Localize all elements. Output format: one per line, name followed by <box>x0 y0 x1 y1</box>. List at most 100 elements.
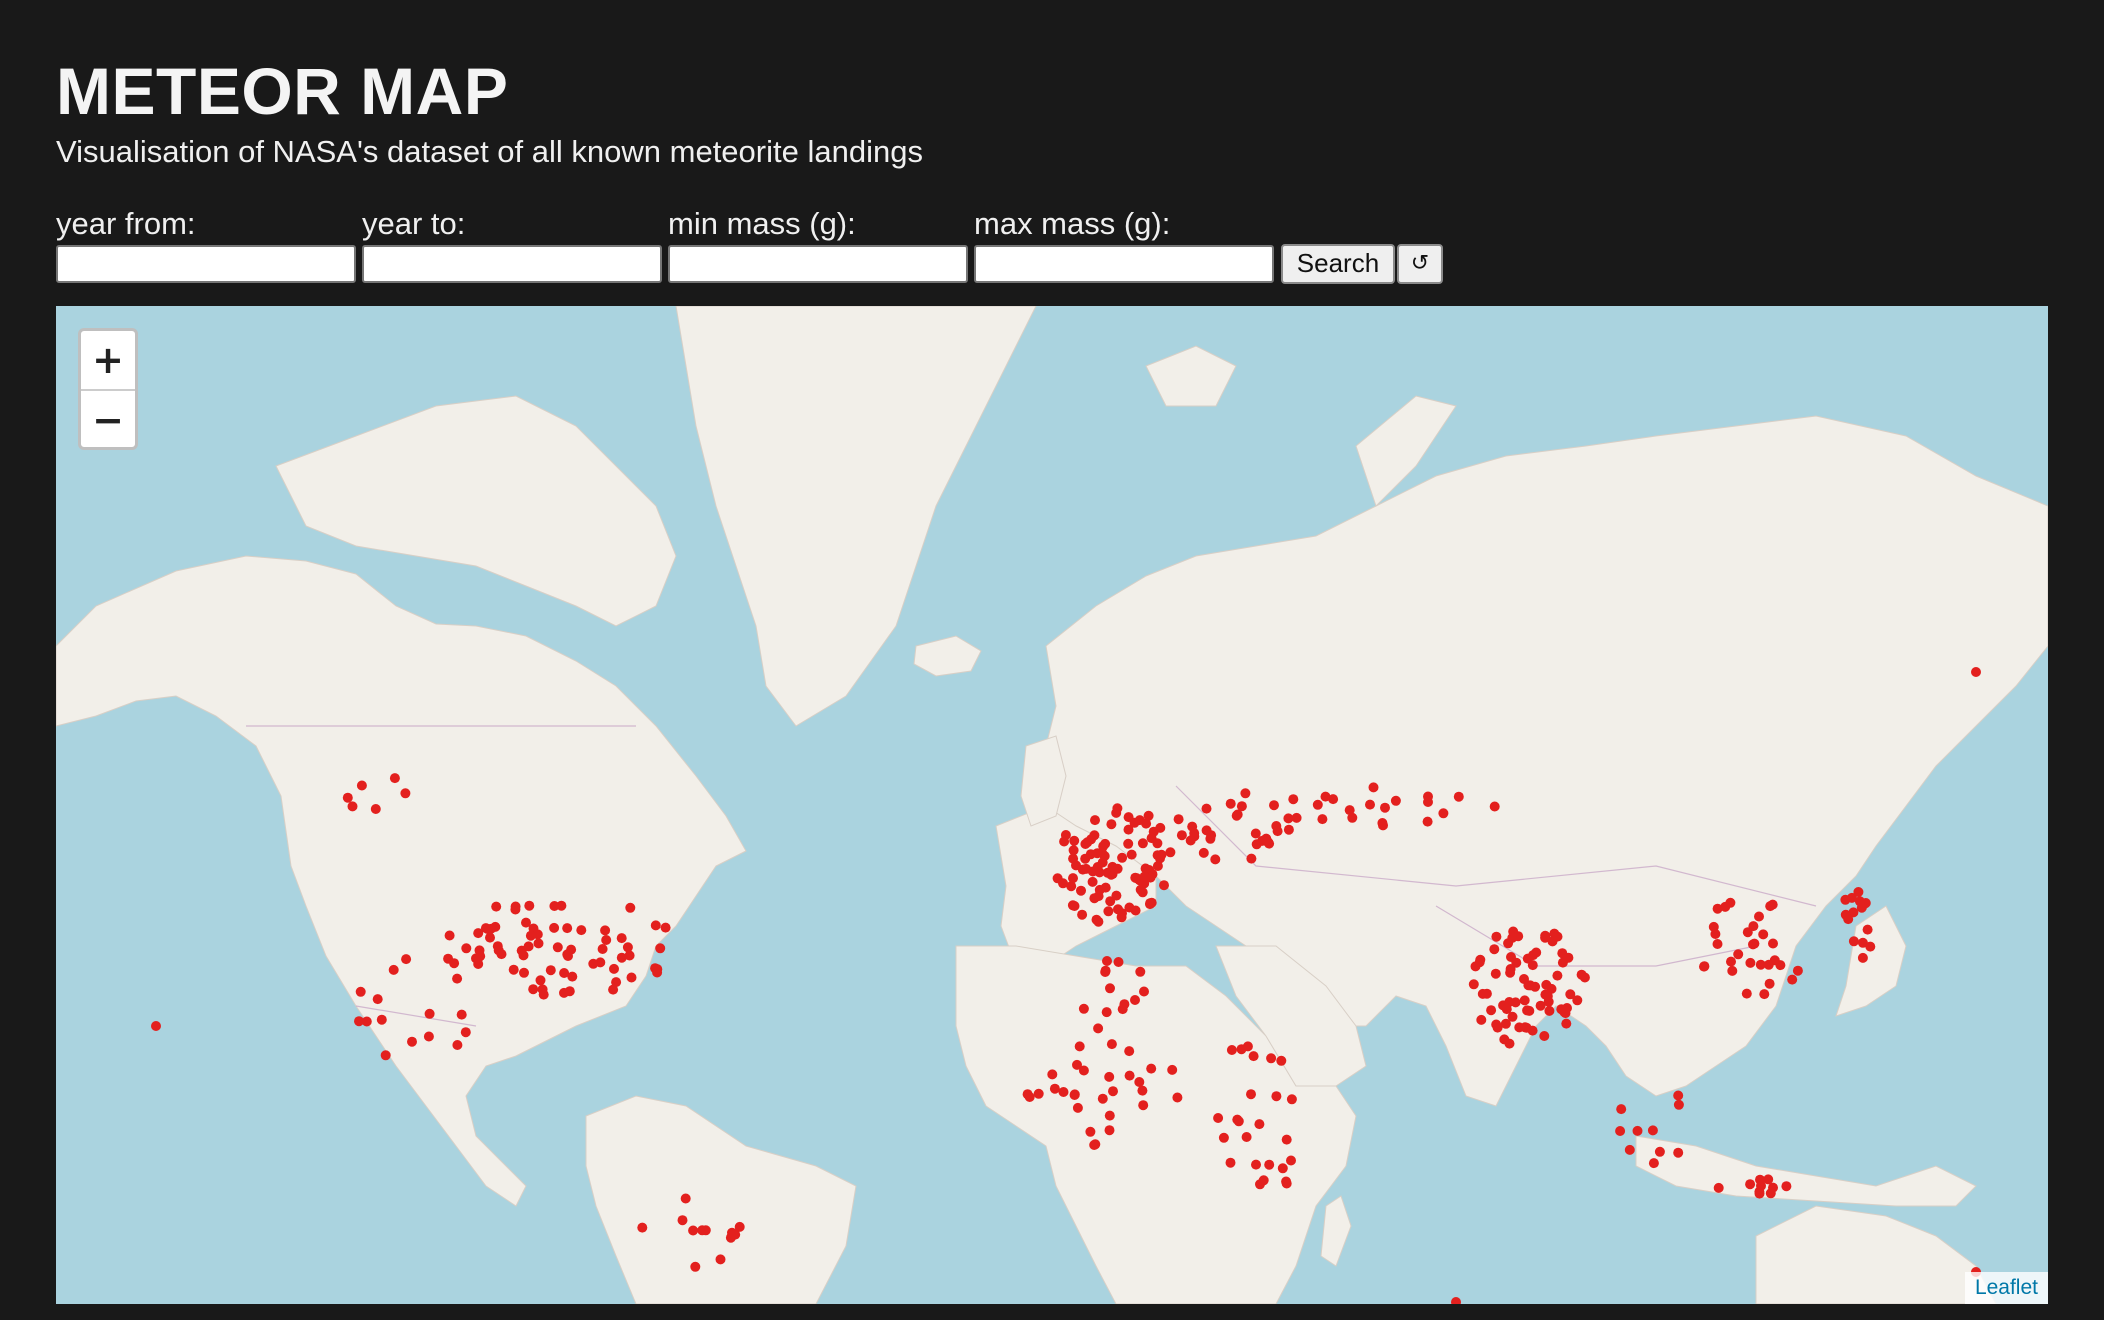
meteorite-marker[interactable] <box>1130 872 1141 883</box>
meteorite-marker[interactable] <box>1155 822 1166 833</box>
meteorite-marker[interactable] <box>1491 931 1502 942</box>
meteorite-marker[interactable] <box>1745 1179 1756 1190</box>
meteorite-marker[interactable] <box>1763 1174 1774 1185</box>
meteorite-marker[interactable] <box>1781 1181 1792 1192</box>
meteorite-marker[interactable] <box>1225 1157 1236 1168</box>
meteorite-marker[interactable] <box>1213 1113 1224 1123</box>
meteorite-marker[interactable] <box>1514 1022 1525 1033</box>
meteorite-marker[interactable] <box>1503 938 1514 949</box>
meteorite-marker[interactable] <box>1165 847 1176 858</box>
max-mass-input[interactable] <box>974 245 1274 283</box>
meteorite-marker[interactable] <box>1754 1188 1765 1199</box>
meteorite-marker[interactable] <box>1654 1146 1665 1157</box>
meteorite-marker[interactable] <box>1248 1051 1259 1062</box>
meteorite-marker[interactable] <box>1167 1064 1178 1075</box>
meteorite-marker[interactable] <box>624 950 635 961</box>
meteorite-marker[interactable] <box>460 1027 471 1038</box>
meteorite-marker[interactable] <box>576 925 587 936</box>
meteorite-marker[interactable] <box>1198 847 1209 858</box>
meteorite-marker[interactable] <box>1519 995 1530 1006</box>
meteorite-marker[interactable] <box>1100 967 1111 977</box>
meteorite-marker[interactable] <box>1712 903 1723 914</box>
meteorite-marker[interactable] <box>559 968 570 978</box>
meteorite-marker[interactable] <box>1616 1104 1627 1115</box>
meteorite-marker[interactable] <box>1759 989 1770 1000</box>
min-mass-input[interactable] <box>668 245 968 283</box>
meteorite-marker[interactable] <box>525 930 536 941</box>
meteorite-marker[interactable] <box>1112 863 1123 874</box>
meteorite-marker[interactable] <box>1145 898 1156 909</box>
meteorite-marker[interactable] <box>1101 1007 1112 1018</box>
meteorite-marker[interactable] <box>1277 1163 1288 1174</box>
world-map[interactable]: + − Leaflet <box>56 306 2048 1304</box>
meteorite-marker[interactable] <box>1264 1159 1275 1170</box>
meteorite-marker[interactable] <box>1489 801 1500 812</box>
meteorite-marker[interactable] <box>1491 1019 1502 1030</box>
meteorite-marker[interactable] <box>1764 978 1775 989</box>
meteorite-marker[interactable] <box>1673 1147 1684 1158</box>
meteorite-marker[interactable] <box>1218 1132 1229 1143</box>
search-button[interactable]: Search <box>1281 244 1395 284</box>
meteorite-marker[interactable] <box>401 954 412 965</box>
meteorite-marker[interactable] <box>552 942 563 953</box>
meteorite-marker[interactable] <box>1276 1055 1287 1066</box>
meteorite-marker[interactable] <box>1501 1004 1512 1015</box>
meteorite-marker[interactable] <box>1117 852 1128 863</box>
meteorite-marker[interactable] <box>1123 838 1134 849</box>
meteorite-marker[interactable] <box>1476 1014 1487 1025</box>
meteorite-marker[interactable] <box>1113 957 1124 967</box>
meteorite-marker[interactable] <box>1474 957 1485 968</box>
meteorite-marker[interactable] <box>1108 1086 1118 1097</box>
meteorite-marker[interactable] <box>1093 891 1104 902</box>
meteorite-marker[interactable] <box>1368 782 1379 793</box>
meteorite-marker[interactable] <box>1563 952 1574 963</box>
meteorite-marker[interactable] <box>1525 980 1536 991</box>
meteorite-marker[interactable] <box>376 1014 387 1025</box>
meteorite-marker[interactable] <box>1090 815 1100 826</box>
meteorite-marker[interactable] <box>1176 830 1187 841</box>
meteorite-marker[interactable] <box>493 945 504 956</box>
meteorite-marker[interactable] <box>1152 861 1163 871</box>
meteorite-marker[interactable] <box>485 932 495 943</box>
meteorite-marker[interactable] <box>1138 1100 1149 1111</box>
meteorite-marker[interactable] <box>730 1229 741 1240</box>
meteorite-marker[interactable] <box>1579 972 1590 983</box>
meteorite-marker[interactable] <box>1755 959 1766 970</box>
meteorite-marker[interactable] <box>1047 1069 1058 1080</box>
meteorite-marker[interactable] <box>1712 939 1723 949</box>
meteorite-marker[interactable] <box>1137 1085 1148 1096</box>
meteorite-marker[interactable] <box>1146 1063 1157 1074</box>
meteorite-marker[interactable] <box>1072 1059 1082 1070</box>
meteorite-marker[interactable] <box>1500 1018 1511 1029</box>
meteorite-marker[interactable] <box>1286 1094 1297 1105</box>
meteorite-marker[interactable] <box>1755 1174 1765 1185</box>
meteorite-marker[interactable] <box>616 952 627 963</box>
meteorite-marker[interactable] <box>1072 1102 1083 1113</box>
meteorite-marker[interactable] <box>1539 1031 1550 1041</box>
meteorite-marker[interactable] <box>1103 906 1114 917</box>
meteorite-marker[interactable] <box>452 1040 463 1050</box>
meteorite-marker[interactable] <box>556 900 567 911</box>
meteorite-marker[interactable] <box>1078 1065 1089 1076</box>
meteorite-marker[interactable] <box>1205 833 1216 844</box>
meteorite-marker[interactable] <box>523 941 534 952</box>
meteorite-marker[interactable] <box>588 958 599 969</box>
meteorite-marker[interactable] <box>1699 961 1709 972</box>
meteorite-marker[interactable] <box>1269 800 1279 811</box>
meteorite-marker[interactable] <box>1130 905 1141 916</box>
meteorite-marker[interactable] <box>533 938 544 949</box>
meteorite-marker[interactable] <box>1159 880 1169 891</box>
meteorite-marker[interactable] <box>355 986 366 997</box>
meteorite-marker[interactable] <box>597 944 608 954</box>
meteorite-marker[interactable] <box>1528 950 1539 961</box>
meteorite-marker[interactable] <box>1058 878 1068 889</box>
meteorite-marker[interactable] <box>655 943 666 954</box>
meteorite-marker[interactable] <box>508 964 519 975</box>
meteorite-marker[interactable] <box>490 921 501 932</box>
meteorite-marker[interactable] <box>1232 809 1243 820</box>
meteorite-marker[interactable] <box>1104 1071 1115 1082</box>
meteorite-marker[interactable] <box>1093 916 1104 927</box>
meteorite-marker[interactable] <box>1453 791 1464 802</box>
meteorite-marker[interactable] <box>491 901 502 912</box>
meteorite-marker[interactable] <box>1486 1005 1497 1016</box>
